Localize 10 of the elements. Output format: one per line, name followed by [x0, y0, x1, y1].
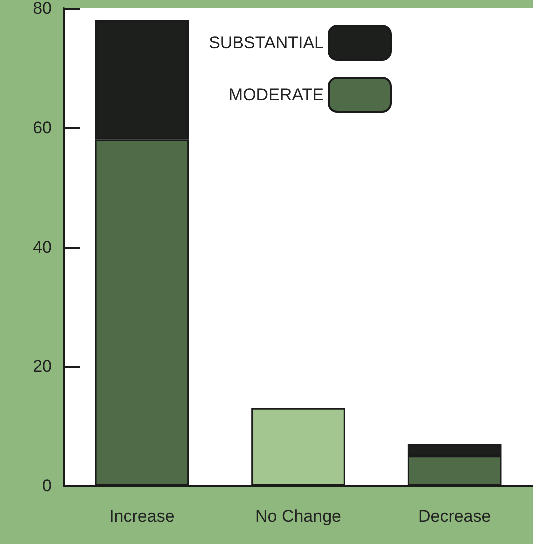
x-tick-label: Decrease: [418, 507, 492, 526]
y-tick-label: 80: [33, 0, 52, 18]
y-tick-label: 60: [33, 118, 52, 138]
legend-label: MODERATE: [228, 86, 324, 104]
y-tick-label: 0: [42, 476, 52, 496]
legend-label: SUBSTANTIAL: [209, 34, 324, 52]
x-tick-label: Increase: [110, 507, 175, 526]
y-tick-label: 40: [33, 238, 52, 257]
x-tick-label: No Change: [255, 507, 342, 526]
y-tick-label: 20: [33, 357, 52, 376]
